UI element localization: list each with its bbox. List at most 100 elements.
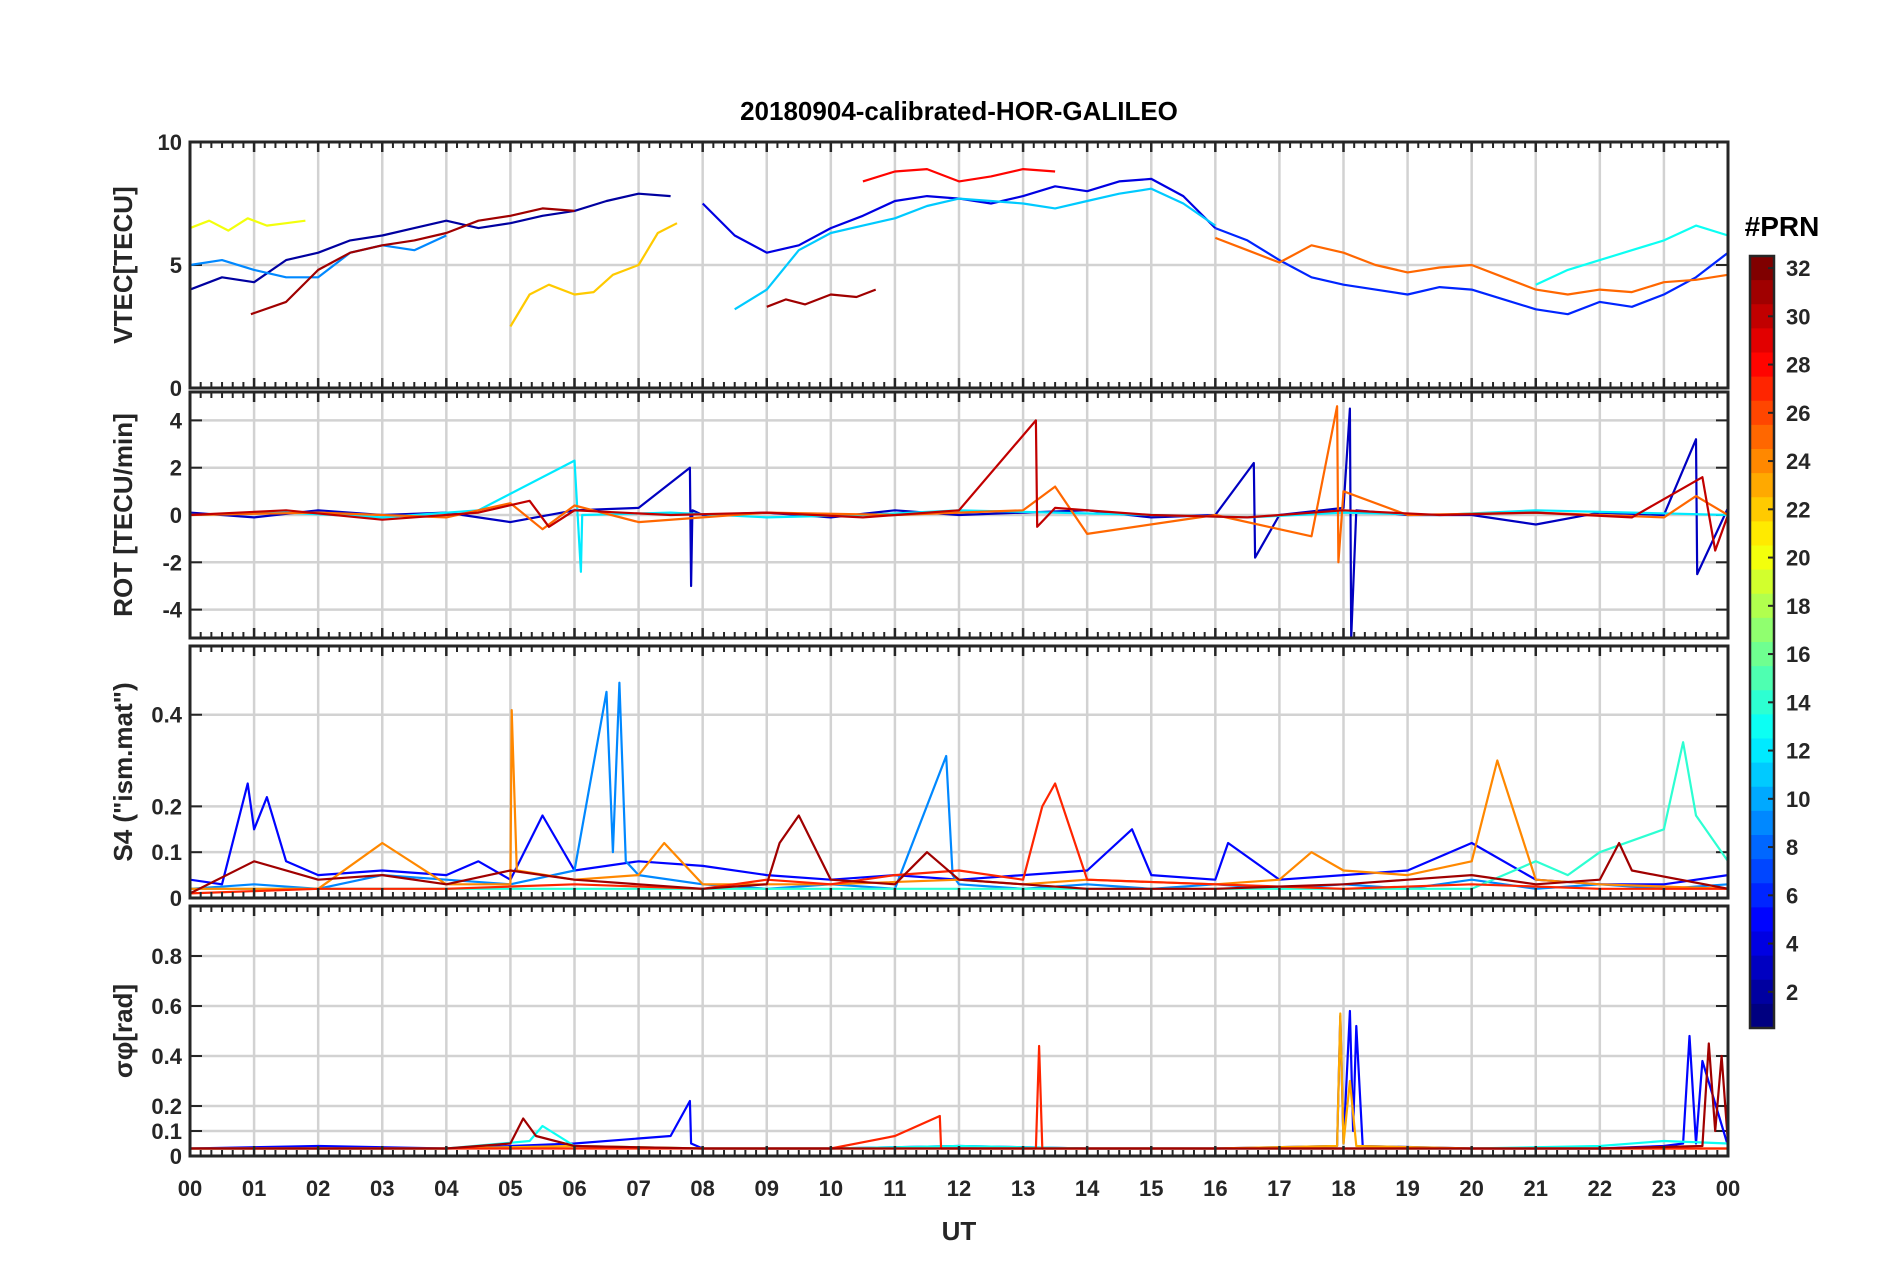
series-line-prn-25 bbox=[1214, 236, 1728, 296]
series-line-prn-11 bbox=[734, 187, 1216, 311]
colorbar-segment bbox=[1750, 955, 1774, 981]
x-axis: 00 01 02 03 04 05 06 07 08 09 10 11 12 13 14 15 16 17 18 19… bbox=[178, 1176, 1740, 1201]
y-tick-label: 0 bbox=[170, 503, 182, 528]
series-line-prn-6 bbox=[1214, 227, 1728, 316]
x-tick-label: 00 bbox=[1716, 1176, 1740, 1201]
x-tick-label: 08 bbox=[690, 1176, 714, 1201]
colorbar-tick-label: 2 bbox=[1786, 980, 1798, 1005]
x-tick-label: 22 bbox=[1588, 1176, 1612, 1201]
colorbar-tick-label: 6 bbox=[1786, 883, 1798, 908]
x-tick-label: 02 bbox=[306, 1176, 330, 1201]
y-tick-label: 0.8 bbox=[151, 944, 182, 969]
colorbar-segment bbox=[1750, 617, 1774, 643]
x-tick-label: 10 bbox=[819, 1176, 843, 1201]
colorbar-segment bbox=[1750, 521, 1774, 547]
series-line-prn-28 bbox=[862, 168, 1056, 183]
series-line-prn-27 bbox=[190, 782, 1728, 895]
series-group bbox=[190, 168, 1728, 328]
x-tick-label: 05 bbox=[498, 1176, 522, 1201]
series-line-prn-31 bbox=[766, 288, 877, 308]
colorbar-tick-label: 28 bbox=[1786, 353, 1810, 378]
colorbar-tick-label: 26 bbox=[1786, 401, 1810, 426]
y-tick-label: 0.1 bbox=[151, 1119, 182, 1144]
colorbar-tick-label: 20 bbox=[1786, 546, 1810, 571]
y-tick-label: 4 bbox=[170, 408, 183, 433]
colorbar-segment bbox=[1750, 714, 1774, 740]
colorbar-title: #PRN bbox=[1745, 211, 1820, 242]
colorbar-tick-label: 18 bbox=[1786, 594, 1810, 619]
colorbar-segment bbox=[1750, 376, 1774, 402]
x-tick-label: 11 bbox=[883, 1176, 906, 1201]
colorbar-segment bbox=[1750, 473, 1774, 498]
colorbar-tick-label: 8 bbox=[1786, 835, 1798, 860]
y-tick-label: 10 bbox=[158, 130, 182, 155]
colorbar-segment bbox=[1750, 859, 1774, 884]
colorbar-segment bbox=[1750, 280, 1774, 305]
y-tick-label: -2 bbox=[162, 550, 182, 575]
colorbar-segment bbox=[1750, 328, 1774, 354]
x-tick-label: 00 bbox=[178, 1176, 202, 1201]
x-tick-label: 18 bbox=[1331, 1176, 1355, 1201]
x-tick-label: 17 bbox=[1267, 1176, 1291, 1201]
y-tick-label: 0.4 bbox=[151, 703, 182, 728]
x-tick-label: 21 bbox=[1524, 1176, 1548, 1201]
series-line-prn-30 bbox=[190, 419, 1728, 552]
x-tick-label: 13 bbox=[1011, 1176, 1035, 1201]
y-axis-label: VTEC[TECU] bbox=[108, 186, 138, 343]
panel-frame bbox=[188, 390, 1730, 640]
series-line-prn-22 bbox=[509, 222, 678, 328]
y-tick-label: 0 bbox=[170, 1144, 182, 1169]
colorbar-segment bbox=[1750, 666, 1774, 691]
colorbar-tick-label: 32 bbox=[1786, 256, 1810, 281]
colorbar-segment bbox=[1750, 762, 1774, 788]
y-tick-label: -4 bbox=[162, 598, 182, 623]
panel-rot: -4 -2 0 2 4 ROT [TECU/min] bbox=[108, 390, 1730, 640]
x-tick-label: 14 bbox=[1075, 1176, 1100, 1201]
x-tick-label: 16 bbox=[1203, 1176, 1227, 1201]
colorbar-tick-label: 16 bbox=[1786, 642, 1810, 667]
y-axis-label: ROT [TECU/min] bbox=[108, 413, 138, 617]
panel-sigma: 00.10.2 0.4 0.6 0.8 σφ[rad] bbox=[108, 904, 1730, 1169]
colorbar-frame bbox=[1748, 254, 1776, 1030]
x-tick-label: 23 bbox=[1652, 1176, 1676, 1201]
x-tick-label: 01 bbox=[242, 1176, 266, 1201]
colorbar-segment bbox=[1750, 424, 1774, 450]
colorbar-tick-label: 10 bbox=[1786, 787, 1810, 812]
series-line-prn-13 bbox=[1535, 224, 1728, 286]
y-axis-label: S4 ("ism.mat") bbox=[108, 682, 138, 861]
colorbar-segment bbox=[1750, 907, 1774, 933]
y-tick-label: 0.2 bbox=[151, 1094, 182, 1119]
panel-s4: 0 0.1 0.2 0.4 S4 ("ism.mat") bbox=[108, 644, 1730, 911]
panel-frame bbox=[188, 904, 1730, 1158]
x-tick-label: 06 bbox=[562, 1176, 586, 1201]
chart-title: 20180904-calibrated-HOR-GALILEO bbox=[740, 96, 1178, 126]
series-line-prn-2 bbox=[190, 192, 671, 291]
x-tick-label: 12 bbox=[947, 1176, 971, 1201]
colorbar-tick-label: 22 bbox=[1786, 497, 1810, 522]
x-tick-label: 09 bbox=[755, 1176, 779, 1201]
colorbar-segment bbox=[1750, 1003, 1774, 1029]
colorbar-segment bbox=[1750, 810, 1774, 836]
x-axis-label: UT bbox=[942, 1216, 977, 1246]
x-tick-label: 03 bbox=[370, 1176, 394, 1201]
y-tick-label: 0.1 bbox=[151, 840, 182, 865]
y-axis-label: σφ[rad] bbox=[108, 984, 138, 1078]
colorbar-segment bbox=[1750, 569, 1774, 595]
y-tick-label: 0.4 bbox=[151, 1044, 182, 1069]
panel-frame bbox=[188, 140, 1730, 390]
series-line-prn-20 bbox=[190, 217, 306, 232]
x-tick-label: 20 bbox=[1459, 1176, 1483, 1201]
colorbar-tick-label: 14 bbox=[1786, 690, 1811, 715]
x-tick-label: 04 bbox=[434, 1176, 459, 1201]
series-line-prn-31 bbox=[250, 207, 575, 316]
colorbar-tick-label: 24 bbox=[1786, 449, 1811, 474]
y-tick-label: 5 bbox=[170, 253, 182, 278]
y-tick-label: 2 bbox=[170, 456, 182, 481]
y-tick-label: 0.2 bbox=[151, 794, 182, 819]
panel-frame bbox=[188, 644, 1730, 900]
y-tick-label: 0 bbox=[170, 376, 182, 401]
y-tick-label: 0 bbox=[170, 886, 182, 911]
y-tick-label: 0.6 bbox=[151, 994, 182, 1019]
